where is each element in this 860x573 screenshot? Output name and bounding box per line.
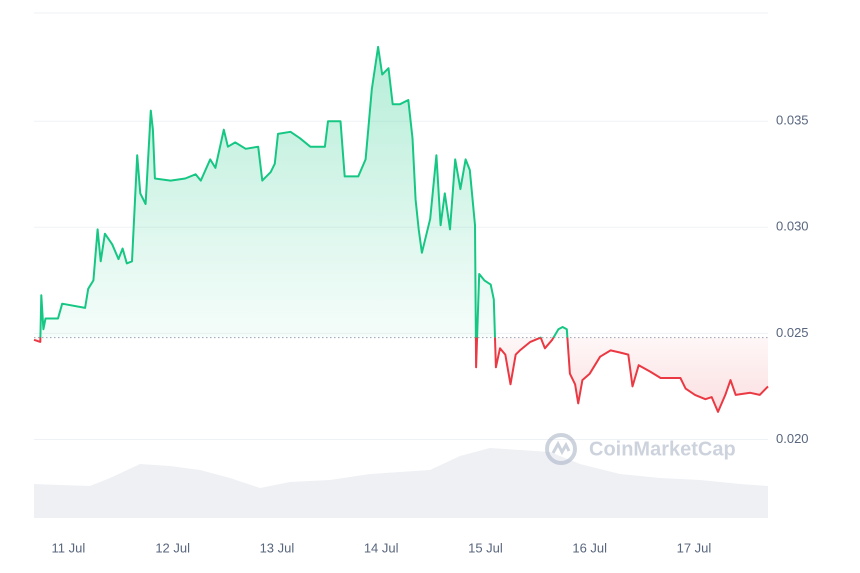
volume-area [34, 448, 768, 518]
watermark: CoinMarketCap [545, 433, 736, 465]
y-tick-label: 0.035 [776, 113, 809, 128]
x-tick-label: 17 Jul [677, 540, 712, 555]
plot: 0.020 0.025 0.030 0.035 11 Jul 12 Jul 13 Jul 14… [33, 45, 809, 555]
watermark-logo [545, 433, 577, 465]
x-tick-label: 15 Jul [468, 540, 503, 555]
x-tick-label: 12 Jul [155, 540, 190, 555]
y-tick-label: 0.025 [776, 325, 809, 340]
watermark-text: CoinMarketCap [589, 438, 736, 460]
price-line [33, 45, 769, 413]
area-fill [34, 46, 768, 412]
x-tick-label: 14 Jul [364, 540, 399, 555]
x-tick-label: 16 Jul [572, 540, 607, 555]
y-tick-label: 0.030 [776, 219, 809, 234]
x-tick-label: 11 Jul [52, 540, 86, 555]
watermark-logo-mark [551, 440, 571, 456]
y-tick-label: 0.020 [776, 431, 809, 446]
x-tick-label: 13 Jul [260, 540, 295, 555]
